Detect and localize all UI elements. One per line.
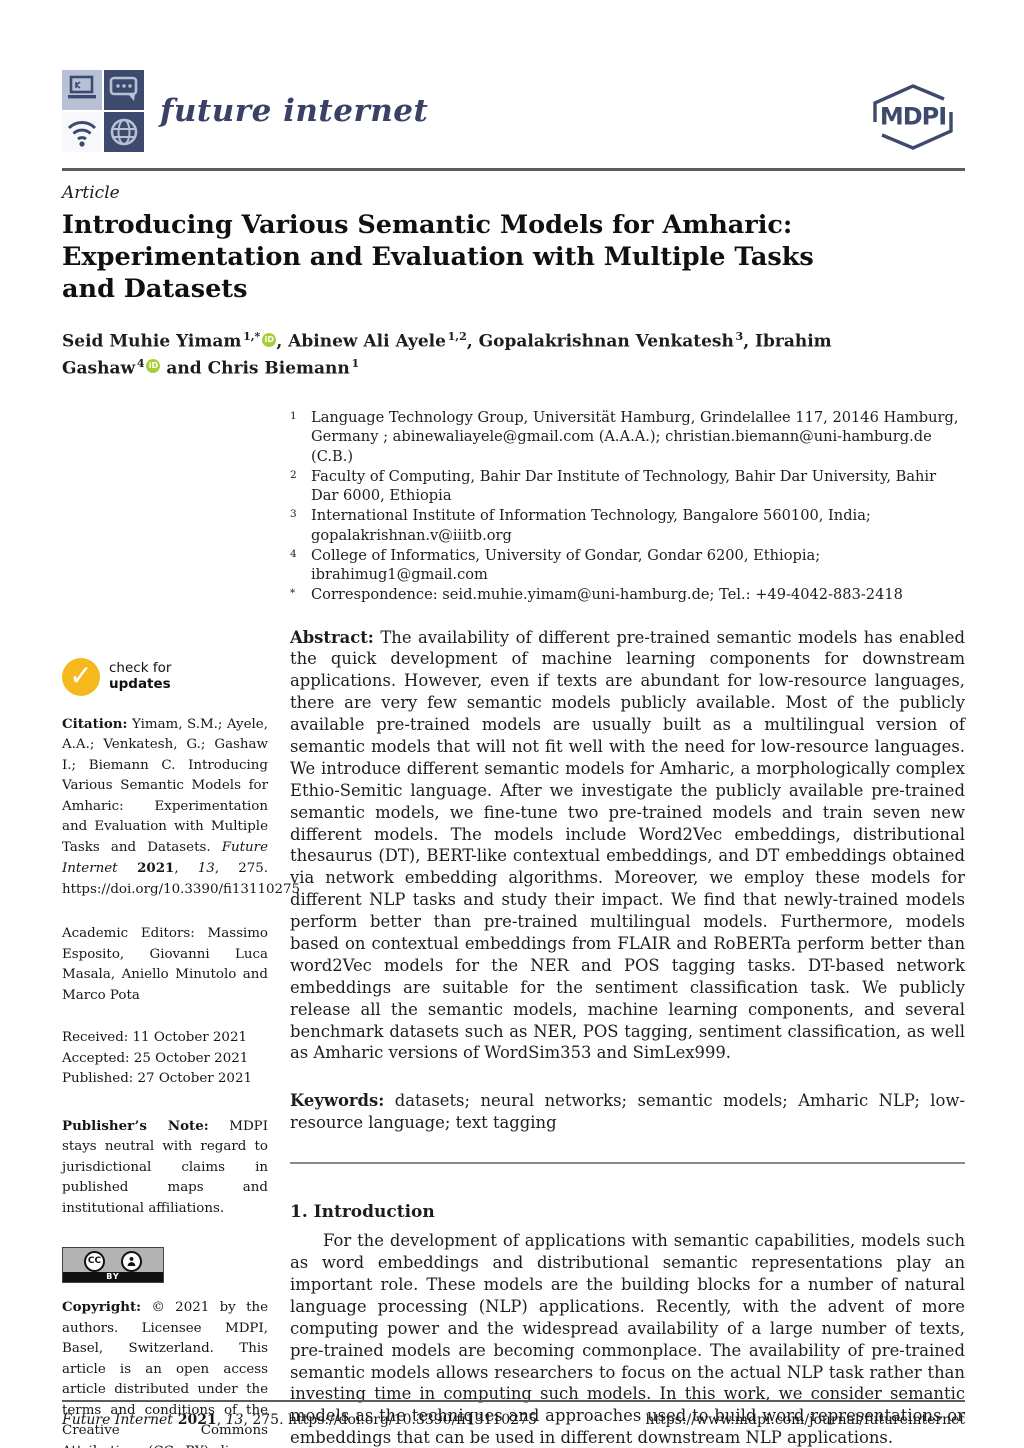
- journal-wordmark: future internet: [160, 93, 429, 129]
- orcid-icon[interactable]: iD: [146, 359, 161, 374]
- affiliation-marker: 2: [290, 468, 297, 481]
- affiliation-item: 4 College of Informatics, University of …: [290, 546, 965, 585]
- affiliation-item: 3 International Institute of Information…: [290, 506, 965, 545]
- history-dates: Received: 11 October 2021 Accepted: 25 O…: [62, 1028, 268, 1090]
- affiliation-item: * Correspondence: seid.muhie.yimam@uni-h…: [290, 585, 965, 605]
- citation-journal: Future Internet: [62, 839, 268, 877]
- chat-icon: [104, 70, 144, 110]
- check-for-updates-badge[interactable]: ✓ check for updates: [62, 657, 268, 696]
- footer-citation: Future Internet 2021, 13, 275. https://d…: [62, 1412, 537, 1428]
- author-superscript: 4: [136, 356, 145, 370]
- affiliation-text: Language Technology Group, Universität H…: [311, 408, 959, 466]
- section-rule: [290, 1162, 965, 1165]
- author-superscript: 1: [351, 356, 360, 370]
- date-received: Received: 11 October 2021: [62, 1030, 247, 1046]
- journal-logo: future internet: [62, 70, 428, 152]
- abstract-label: Abstract:: [290, 627, 374, 647]
- author-name: Ibrahim Gashaw: [62, 332, 832, 379]
- footer-year: 2021: [172, 1412, 217, 1428]
- copyright-label: Copyright:: [62, 1299, 142, 1316]
- publisher-note-label: Publisher’s Note:: [62, 1117, 209, 1134]
- check-for-updates-label: check for updates: [109, 659, 172, 693]
- keywords-text: datasets; neural networks; semantic mode…: [290, 1091, 965, 1133]
- academic-editors: Academic Editors: Massimo Esposito, Giov…: [62, 926, 268, 1003]
- main-column: 1 Language Technology Group, Universität…: [290, 408, 965, 1448]
- journal-header: future internet MDPI: [62, 70, 965, 152]
- author-name: Chris Biemann: [207, 358, 350, 379]
- cc-by-badge[interactable]: CC BY: [62, 1247, 164, 1284]
- date-published: Published: 27 October 2021: [62, 1071, 252, 1087]
- footer-doi-link[interactable]: , 275. https://doi.org/10.3390/fi1311027…: [243, 1412, 537, 1428]
- citation-text: Yimam, S.M.; Ayele, A.A.; Venkatesh, G.;…: [62, 716, 268, 855]
- page-footer: Future Internet 2021, 13, 275. https://d…: [62, 1400, 965, 1428]
- by-label: BY: [63, 1272, 163, 1283]
- affiliation-marker: 1: [290, 409, 297, 422]
- mdpi-logo-text: MDPI: [879, 102, 947, 131]
- citation-separator: ,: [174, 861, 198, 877]
- keywords: Keywords: datasets; neural networks; sem…: [290, 1090, 965, 1134]
- footer-volume: 13: [225, 1412, 244, 1428]
- author-superscript: 3: [735, 330, 744, 344]
- footer-journal-url[interactable]: https://www.mdpi.com/journal/futureinter…: [645, 1412, 965, 1428]
- author-superscript: 1,2: [447, 330, 467, 344]
- globe-icon: [104, 112, 144, 152]
- person-icon: [121, 1251, 142, 1273]
- citation-year: 2021: [117, 860, 175, 877]
- check-for-updates-line2: updates: [109, 675, 171, 692]
- header-rule: [62, 168, 965, 171]
- author-separator: ,: [466, 332, 479, 353]
- author-name: Seid Muhie Yimam: [62, 332, 242, 353]
- orcid-icon[interactable]: iD: [262, 333, 277, 348]
- affiliation-item: 1 Language Technology Group, Universität…: [290, 408, 965, 467]
- citation-label: Citation:: [62, 715, 128, 732]
- article-type-label: Article: [62, 183, 120, 203]
- author-line: Seid Muhie Yimam 1,* iD, Abinew Ali Ayele…: [62, 329, 862, 381]
- publisher-note: Publisher’s Note: MDPI stays neutral wit…: [62, 1116, 268, 1220]
- sidebar: ✓ check for updates Citation: Yimam, S.M…: [62, 408, 300, 1448]
- citation-block: Citation: Yimam, S.M.; Ayele, A.A.; Venk…: [62, 714, 300, 901]
- copyright-note: Copyright: © 2021 by the authors. Licens…: [62, 1297, 268, 1448]
- affiliation-text: Faculty of Computing, Bahir Dar Institut…: [311, 467, 937, 505]
- affiliation-marker: 3: [290, 508, 297, 521]
- abstract: Abstract: The availability of different …: [290, 627, 965, 1065]
- publisher-note-text: MDPI stays neutral with regard to jurisd…: [62, 1118, 268, 1216]
- footer-rule: [62, 1400, 965, 1402]
- journal-logo-grid: [62, 70, 144, 152]
- wifi-icon: [62, 112, 102, 152]
- cc-icon: CC: [84, 1251, 105, 1273]
- author-name: Abinew Ali Ayele: [288, 332, 446, 353]
- author-superscript: 1,*: [243, 330, 261, 344]
- author-name: Gopalakrishnan Venkatesh: [478, 332, 734, 353]
- section-heading-introduction: 1. Introduction: [290, 1202, 435, 1223]
- copyright-text: © 2021 by the authors. Licensee MDPI, Ba…: [62, 1300, 268, 1448]
- citation-doi-link[interactable]: , 275. https://doi.org/10.3390/fi1311027…: [62, 861, 301, 897]
- affiliation-marker: 4: [290, 547, 297, 560]
- affiliation-text: International Institute of Information T…: [311, 507, 871, 544]
- mdpi-logo: MDPI: [861, 82, 965, 152]
- author-separator: ,: [743, 332, 756, 353]
- abstract-text: The availability of different pre-traine…: [290, 627, 965, 1063]
- affiliation-item: 2 Faculty of Computing, Bahir Dar Instit…: [290, 467, 965, 506]
- affiliation-text: College of Informatics, University of Go…: [311, 546, 821, 584]
- footer-journal: Future Internet: [62, 1412, 173, 1428]
- author-separator: ,: [276, 332, 289, 353]
- keywords-label: Keywords:: [290, 1091, 385, 1111]
- page-title: Introducing Various Semantic Models for …: [62, 210, 814, 305]
- laptop-icon: [62, 70, 102, 110]
- citation-volume: 13: [197, 861, 215, 877]
- affiliation-text: Correspondence: seid.muhie.yimam@uni-ham…: [311, 585, 903, 603]
- content-columns: ✓ check for updates Citation: Yimam, S.M…: [62, 408, 965, 1448]
- check-icon: ✓: [62, 657, 100, 696]
- date-accepted: Accepted: 25 October 2021: [62, 1050, 249, 1066]
- check-for-updates-line1: check for: [109, 659, 172, 676]
- affiliation-marker: *: [290, 586, 296, 599]
- footer-separator: ,: [216, 1412, 226, 1428]
- intro-paragraph-1: For the development of applications with…: [290, 1231, 965, 1448]
- affiliations: 1 Language Technology Group, Universität…: [290, 408, 965, 605]
- author-separator: and: [160, 358, 208, 379]
